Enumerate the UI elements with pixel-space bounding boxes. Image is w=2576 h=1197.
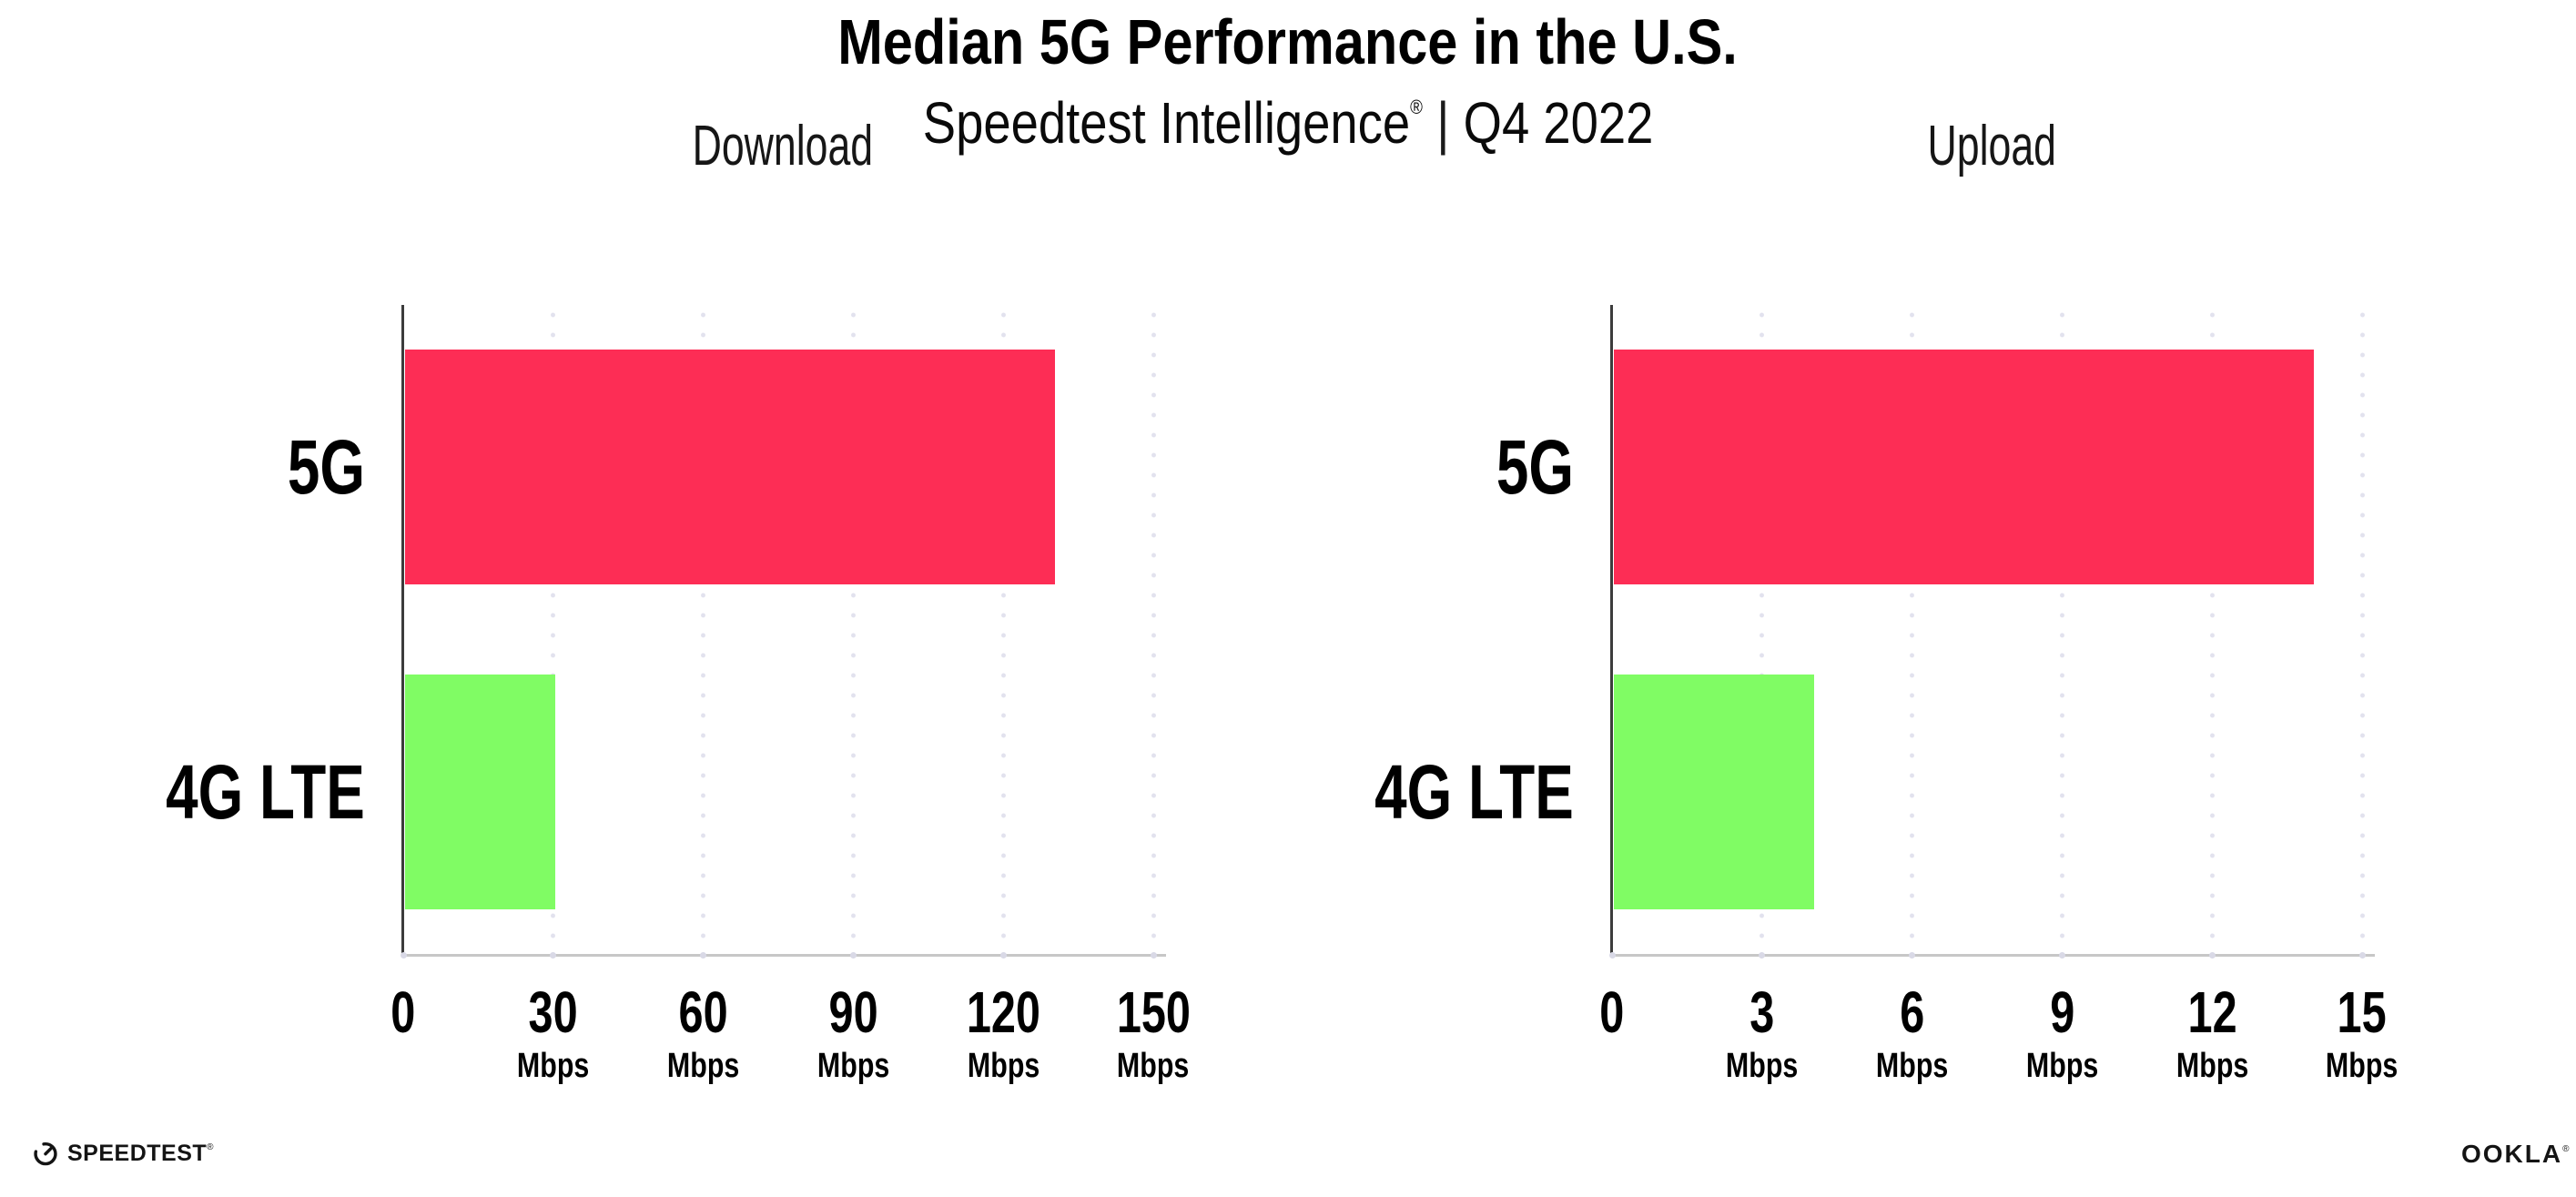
gridline: [850, 305, 856, 954]
subtitle: Speedtest Intelligence® | Q4 2022: [0, 90, 2576, 156]
axis-tick-dot: [1909, 952, 1916, 959]
axis-tick-dot: [550, 952, 557, 959]
x-tick-unit-label: Mbps: [967, 1047, 1040, 1085]
gridline: [1000, 305, 1006, 954]
page-title: Median 5G Performance in the U.S.: [0, 6, 2576, 77]
x-tick-label: 150: [1116, 979, 1191, 1045]
category-label-4g-lte: 4G LTE: [1374, 748, 1574, 835]
x-tick-label: 30: [528, 979, 578, 1045]
gridline: [2059, 305, 2064, 954]
x-axis-line: [1612, 954, 2375, 957]
gridline: [701, 305, 706, 954]
speedtest-gauge-icon: [34, 1141, 57, 1166]
bar-5g-download: [405, 350, 1056, 585]
category-label-5g: 5G: [287, 424, 365, 511]
x-tick-unit-label: Mbps: [1875, 1047, 1949, 1085]
x-tick-label: 0: [1599, 979, 1625, 1045]
category-label-5g: 5G: [1496, 424, 1574, 511]
gridline: [551, 305, 556, 954]
x-tick-unit-label: Mbps: [2175, 1047, 2248, 1085]
gridline: [2359, 305, 2365, 954]
x-tick-label: 15: [2337, 979, 2388, 1045]
axis-tick-dot: [2358, 952, 2366, 959]
axis-tick-dot: [2058, 952, 2065, 959]
ookla-registered-icon: ®: [2562, 1144, 2571, 1154]
ookla-logo: OOKLA®: [2461, 1141, 2571, 1167]
x-axis-line: [403, 954, 1166, 957]
x-tick-label: 12: [2187, 979, 2237, 1045]
x-tick-unit-label: Mbps: [1726, 1047, 1799, 1085]
x-tick-unit-label: Mbps: [816, 1047, 890, 1085]
bar-4g-lte-download: [405, 674, 555, 909]
category-label-4g-lte: 4G LTE: [166, 748, 365, 835]
bar-4g-lte-upload: [1614, 674, 1814, 909]
x-tick-unit-label: Mbps: [2025, 1047, 2099, 1085]
axis-tick-dot: [2208, 952, 2216, 959]
x-tick-label: 60: [678, 979, 728, 1045]
bar-5g-upload: [1614, 350, 2315, 585]
registered-trademark-icon: ®: [1410, 96, 1423, 118]
subtitle-separator: |: [1436, 90, 1450, 156]
x-tick-label: 0: [390, 979, 416, 1045]
speedtest-wordmark: SPEEDTEST®: [67, 1140, 215, 1166]
axis-tick-dot: [400, 952, 407, 959]
gridline: [2209, 305, 2215, 954]
x-tick-unit-label: Mbps: [666, 1047, 740, 1085]
speedtest-registered-icon: ®: [207, 1141, 215, 1152]
speedtest-logo: SPEEDTEST®: [32, 1140, 214, 1167]
x-tick-label: 120: [966, 979, 1040, 1045]
axis-tick-dot: [1759, 952, 1766, 959]
axis-tick-dot: [849, 952, 857, 959]
axis-tick-dot: [700, 952, 707, 959]
y-axis-line: [1610, 305, 1613, 954]
x-tick-label: 90: [828, 979, 878, 1045]
subtitle-period: Q4 2022: [1463, 90, 1654, 156]
subtitle-brand: Speedtest Intelligence: [922, 90, 1411, 156]
x-tick-label: 6: [1900, 979, 1925, 1045]
x-tick-label: 3: [1749, 979, 1775, 1045]
x-tick-label: 9: [2049, 979, 2074, 1045]
x-tick-unit-label: Mbps: [517, 1047, 590, 1085]
axis-tick-dot: [1150, 952, 1157, 959]
page-title-text: Median 5G Performance in the U.S.: [837, 6, 1739, 77]
ookla-wordmark: OOKLA: [2461, 1140, 2563, 1168]
x-tick-unit-label: Mbps: [1117, 1047, 1190, 1085]
y-axis-line: [401, 305, 404, 954]
axis-tick-dot: [999, 952, 1007, 959]
gridline: [1151, 305, 1156, 954]
x-tick-unit-label: Mbps: [2326, 1047, 2399, 1085]
gridline: [1910, 305, 1915, 954]
chart-title-upload: Upload: [1927, 115, 2056, 178]
chart-title-download: Download: [692, 115, 874, 178]
axis-tick-dot: [1608, 952, 1616, 959]
gridline: [1760, 305, 1765, 954]
